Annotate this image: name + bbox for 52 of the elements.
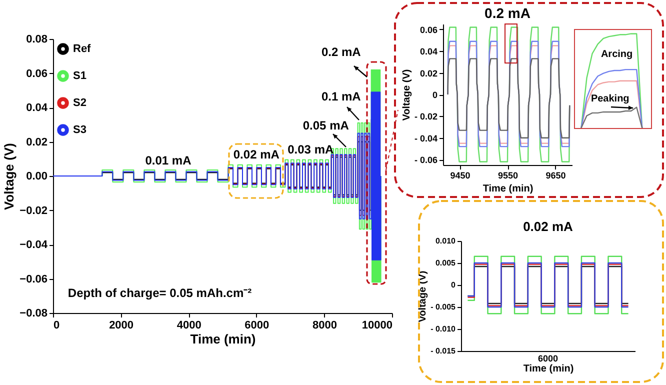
x-tick-label: 6000 bbox=[244, 320, 270, 332]
annotation: 0.1 mA bbox=[321, 89, 362, 104]
annotation: 0.05 mA bbox=[302, 118, 350, 133]
x-tick-label: 9450 bbox=[450, 170, 470, 180]
x-axis-title: Time (min) bbox=[523, 364, 574, 374]
y-tick-label: 0.010 bbox=[435, 236, 456, 246]
y-tick-label: - 0.005 bbox=[430, 302, 456, 312]
y-axis-title: Voltage (V) bbox=[2, 143, 17, 210]
x-tick-label: 9550 bbox=[498, 170, 518, 180]
y-tick-label: - 0.015 bbox=[430, 346, 456, 356]
annotation: 0.02 mA bbox=[233, 148, 280, 162]
y-tick-label: −0.04 bbox=[20, 239, 48, 251]
annotation: Peaking bbox=[590, 93, 630, 104]
annotation: 0.2 mA bbox=[321, 44, 362, 59]
legend-label: S3 bbox=[73, 124, 86, 136]
annotation: 0.03 mA bbox=[288, 142, 334, 156]
y-tick-label: 0.02 bbox=[26, 136, 48, 148]
y-tick-label: 0.00 bbox=[26, 170, 48, 182]
legend-label: Ref bbox=[73, 43, 92, 55]
y-axis-title: Voltage (V) bbox=[401, 69, 412, 121]
x-tick-label: 9650 bbox=[546, 170, 566, 180]
y-tick-label: 0 bbox=[451, 280, 456, 290]
annotation: 0.01 mA bbox=[145, 154, 192, 168]
y-tick-label: 0.06 bbox=[420, 24, 438, 35]
legend-label: S1 bbox=[73, 70, 86, 82]
y-tick-label: −0.08 bbox=[20, 308, 48, 320]
y-tick-label: 0.02 bbox=[420, 68, 438, 78]
x-axis-title: Time (min) bbox=[482, 184, 534, 194]
annotation: Depth of charge= 0.05 mAh.cm⁻² bbox=[68, 286, 252, 300]
y-tick-label: 0.06 bbox=[26, 68, 48, 80]
chart-title: 0.2 mA bbox=[484, 5, 530, 21]
y-tick-label: −0.02 bbox=[20, 204, 48, 217]
y-tick-label: 0 bbox=[432, 90, 438, 100]
x-tick-label: 2000 bbox=[109, 320, 134, 332]
y-tick-label: 0.005 bbox=[435, 258, 456, 268]
x-axis-title: Time (min) bbox=[190, 332, 256, 346]
annotation: Arcing bbox=[600, 48, 633, 60]
y-tick-label: 0.04 bbox=[420, 46, 438, 57]
text: 6000 bbox=[538, 354, 558, 364]
y-tick-label: - 0.06 bbox=[414, 155, 438, 166]
y-tick-label: −0.06 bbox=[20, 273, 48, 286]
x-tick-label: 0 bbox=[54, 320, 60, 332]
y-tick-label: - 0.02 bbox=[414, 112, 438, 122]
x-tick-label: 4000 bbox=[176, 320, 202, 332]
y-tick-label: 0.08 bbox=[26, 34, 48, 46]
legend-label: S2 bbox=[73, 97, 86, 109]
x-tick-label: 10000 bbox=[362, 320, 392, 332]
y-tick-label: 0.04 bbox=[26, 102, 48, 114]
y-tick-label: - 0.04 bbox=[414, 133, 438, 144]
x-tick-label: 8000 bbox=[312, 320, 337, 332]
y-tick-label: - 0.010 bbox=[430, 324, 456, 334]
chart-title: 0.02 mA bbox=[523, 219, 574, 234]
